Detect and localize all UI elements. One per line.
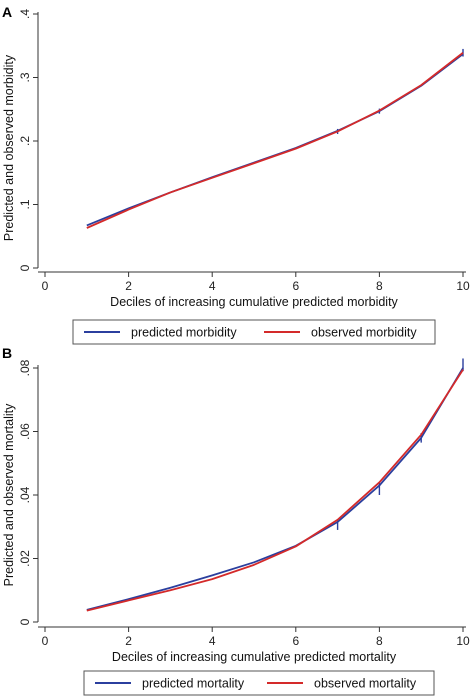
panel-b-x-tick-label: 8 [376, 634, 383, 648]
panel-b-x-axis-label: Deciles of increasing cumulative predict… [112, 650, 397, 664]
panel-a: A Predicted and observed morbidity Decil… [2, 4, 470, 345]
panel-a-x-tick-label: 8 [376, 279, 383, 293]
panel-b-legend: predicted mortality observed mortality [83, 670, 435, 696]
panel-b-x-tick-label: 6 [292, 634, 299, 648]
panel-b-y-tick-label: .06 [18, 423, 32, 440]
panel-a-y-tick-label: .2 [18, 136, 32, 146]
panel-b-plot-area [86, 358, 464, 612]
panel-b-x-tick-label: 2 [125, 634, 132, 648]
panel-b-series-line-observed [86, 369, 464, 612]
panel-a-label: A [2, 4, 12, 20]
panel-a-series-line-predicted [86, 53, 464, 227]
panel-b-x-tick-label: 10 [456, 634, 470, 648]
panel-a-x-tick-label: 2 [125, 279, 132, 293]
panel-a-y-axis-label: Predicted and observed morbidity [2, 54, 16, 241]
panel-a-x-tick-label: 4 [209, 279, 216, 293]
panel-a-series-line-observed [86, 52, 464, 229]
panel-a-legend: predicted morbidity observed morbidity [72, 319, 436, 345]
panel-b-y-axis-label: Predicted and observed mortality [2, 403, 16, 586]
panel-b-x-tick-label: 0 [42, 634, 49, 648]
panel-a-legend-box [72, 319, 436, 345]
panel-b-y-tick-label: .04 [18, 486, 32, 503]
panel-b-series-line-predicted [86, 367, 464, 611]
panel-b-y-tick-label: .08 [18, 359, 32, 376]
panel-b: B Predicted and observed mortality Decil… [2, 345, 470, 696]
panel-b-legend-label-observed: observed mortality [314, 677, 417, 691]
panel-b-y-tick-label: 0 [18, 618, 32, 625]
panel-b-axes: 0 2 4 6 8 10 0 .02 .04 .06 .08 [18, 359, 470, 648]
panel-a-plot-area [86, 48, 464, 229]
panel-b-label: B [2, 345, 12, 361]
panel-b-y-tick-label: .02 [18, 550, 32, 567]
panel-b-legend-label-predicted: predicted mortality [142, 677, 245, 691]
panel-b-legend-box [83, 670, 435, 696]
panel-a-axes: 0 2 4 6 8 10 0 .1 .2 .3 .4 [18, 9, 470, 293]
panel-a-legend-label-predicted: predicted morbidity [131, 326, 237, 340]
panel-a-y-tick-label: .3 [18, 72, 32, 82]
panel-a-x-axis-label: Deciles of increasing cumulative predict… [110, 295, 398, 309]
panel-a-y-tick-label: .4 [18, 9, 32, 19]
panel-a-legend-label-observed: observed morbidity [311, 326, 417, 340]
panel-a-y-tick-label: 0 [18, 264, 32, 271]
panel-b-x-tick-label: 4 [209, 634, 216, 648]
panel-a-x-tick-label: 6 [292, 279, 299, 293]
panel-a-y-tick-label: .1 [18, 199, 32, 209]
panel-a-x-tick-label: 0 [42, 279, 49, 293]
panel-a-x-tick-label: 10 [456, 279, 470, 293]
